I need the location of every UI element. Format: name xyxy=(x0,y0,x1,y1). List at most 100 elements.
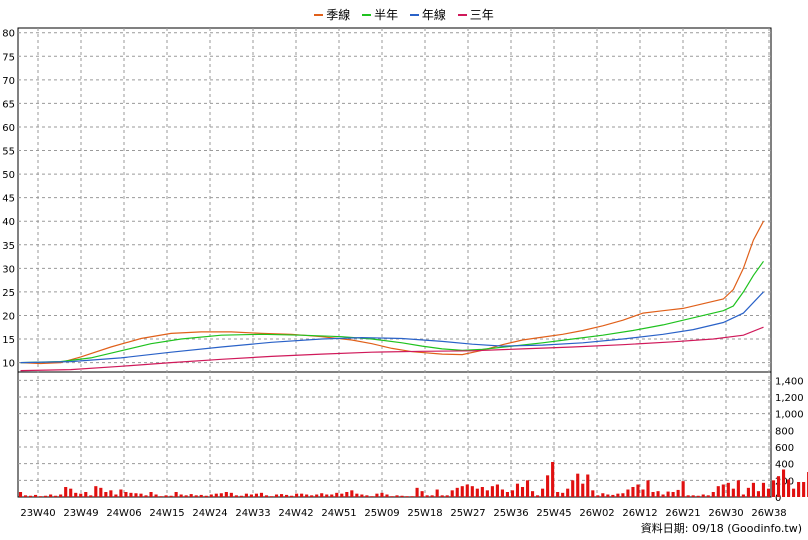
volume-bar xyxy=(18,492,23,497)
volume-bar xyxy=(581,483,585,497)
x-tick-label: 23W40 xyxy=(20,508,55,519)
volume-bar xyxy=(34,494,38,497)
legend-label-threeyear: 三年 xyxy=(469,8,494,22)
volume-bar xyxy=(300,493,304,497)
price-tick-label: 75 xyxy=(2,52,15,63)
chart-legend: 季線 半年 年線 三年 xyxy=(0,6,808,23)
volume-bar xyxy=(385,494,389,497)
volume-tick-label: 0 xyxy=(775,493,781,504)
volume-bar xyxy=(721,484,725,497)
volume-bar xyxy=(541,488,545,497)
volume-bar xyxy=(621,493,625,497)
volume-bar xyxy=(546,475,550,497)
volume-bar xyxy=(134,493,138,497)
volume-bar xyxy=(646,480,650,497)
volume-bar xyxy=(787,479,791,497)
volume-bar xyxy=(244,493,248,497)
volume-bar xyxy=(500,489,504,497)
volume-bar xyxy=(114,494,118,497)
volume-bar xyxy=(756,491,761,497)
legend-item-quarter[interactable]: 季線 xyxy=(314,6,350,23)
volume-bar xyxy=(596,495,600,497)
volume-bar xyxy=(676,489,680,497)
volume-bar xyxy=(726,482,730,497)
volume-tick-label: 1,400 xyxy=(775,376,804,387)
volume-bar xyxy=(315,494,319,497)
price-tick-label: 20 xyxy=(2,311,15,322)
price-tick-label: 50 xyxy=(2,170,15,181)
x-tick-label: 23W49 xyxy=(63,508,98,519)
volume-bar xyxy=(99,487,103,497)
volume-tick-label: 600 xyxy=(775,443,794,454)
volume-bar xyxy=(606,494,610,497)
volume-bar xyxy=(586,474,590,497)
volume-bar xyxy=(415,487,419,497)
volume-bar xyxy=(766,488,771,497)
volume-bar xyxy=(736,480,740,497)
volume-bar xyxy=(84,492,88,497)
volume-bar xyxy=(470,486,474,497)
volume-tick-label: 1,000 xyxy=(775,410,804,421)
volume-bar xyxy=(420,491,424,497)
x-tick-label: 24W06 xyxy=(106,508,141,519)
x-tick-label: 26W30 xyxy=(708,508,743,519)
legend-item-threeyear[interactable]: 三年 xyxy=(457,6,494,23)
volume-bar xyxy=(204,495,208,497)
volume-tick-label: 400 xyxy=(775,460,794,471)
price-tick-label: 65 xyxy=(2,99,15,110)
volume-bar xyxy=(325,494,329,497)
volume-bar xyxy=(475,488,479,497)
legend-label-year: 年線 xyxy=(421,8,446,22)
volume-bar xyxy=(340,493,344,497)
volume-bar xyxy=(79,493,83,497)
volume-bar xyxy=(761,482,766,497)
volume-bar xyxy=(139,493,143,497)
volume-bar xyxy=(330,494,334,497)
volume-bar xyxy=(259,492,264,497)
x-tick-label: 24W51 xyxy=(321,508,356,519)
volume-bar xyxy=(39,496,43,497)
volume-bar xyxy=(74,492,78,497)
x-tick-label: 25W45 xyxy=(536,508,571,519)
volume-bar xyxy=(305,494,309,497)
volume-bar xyxy=(530,491,535,497)
volume-tick-label: 1,200 xyxy=(775,393,804,404)
volume-bar xyxy=(194,495,198,497)
legend-item-year[interactable]: 年線 xyxy=(409,6,446,23)
volume-bar xyxy=(214,493,218,497)
ma-line-2 xyxy=(20,291,764,364)
volume-bar xyxy=(209,494,213,497)
volume-bar xyxy=(681,481,685,497)
volume-bar xyxy=(450,490,454,497)
volume-bar xyxy=(370,496,374,497)
volume-bar xyxy=(365,495,369,497)
price-tick-label: 45 xyxy=(2,194,15,205)
legend-label-quarter: 季線 xyxy=(326,8,351,22)
volume-bar xyxy=(455,487,459,497)
volume-bar xyxy=(229,492,233,497)
volume-bar xyxy=(792,488,796,497)
volume-bar xyxy=(731,488,735,497)
volume-bar xyxy=(380,492,384,497)
x-tick-label: 24W15 xyxy=(149,508,184,519)
volume-tick-label: 800 xyxy=(775,426,794,437)
volume-bar xyxy=(109,490,113,497)
volume-bar xyxy=(460,486,464,497)
volume-bar xyxy=(254,493,259,497)
price-tick-label: 80 xyxy=(2,29,15,40)
x-tick-label: 24W24 xyxy=(192,508,227,519)
volume-bar xyxy=(485,490,489,497)
volume-bar xyxy=(490,486,494,497)
volume-bar xyxy=(746,487,750,497)
volume-bar xyxy=(666,491,670,497)
x-tick-label: 24W33 xyxy=(235,508,270,519)
volume-bar xyxy=(405,496,409,497)
volume-bar xyxy=(435,489,439,497)
data-date-footer: 資料日期: 09/18 (Goodinfo.tw) xyxy=(640,522,802,535)
ma-line-0 xyxy=(20,220,765,365)
volume-bar xyxy=(515,483,520,497)
volume-bar xyxy=(566,488,570,497)
volume-bar xyxy=(149,492,153,497)
legend-item-halfyear[interactable]: 半年 xyxy=(362,6,398,23)
